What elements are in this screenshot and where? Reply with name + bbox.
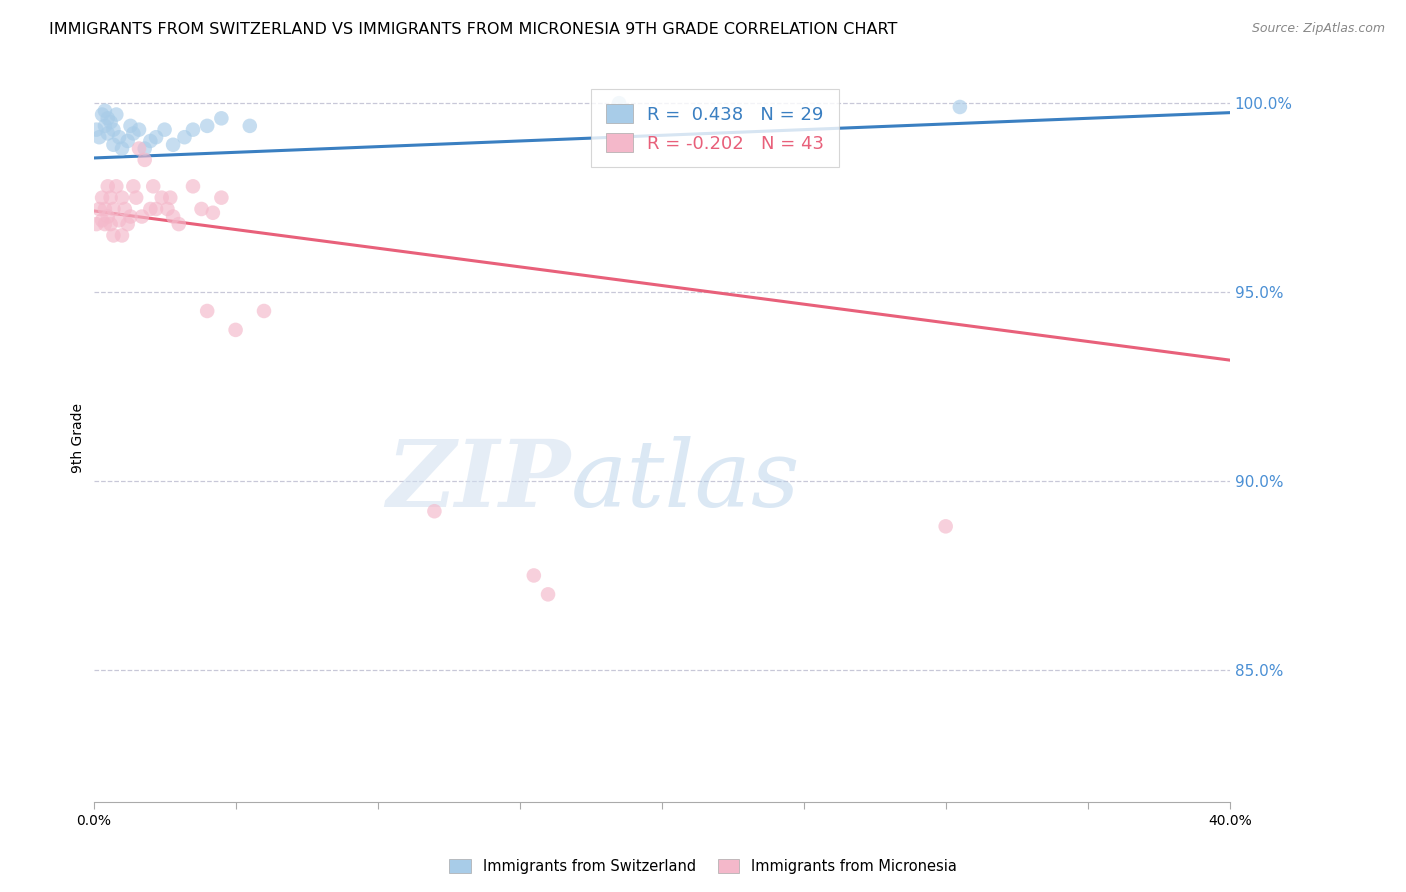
Point xyxy=(423,504,446,518)
Point xyxy=(89,202,111,216)
Point xyxy=(139,134,162,148)
Point xyxy=(120,210,142,224)
Point xyxy=(201,206,224,220)
Point xyxy=(195,119,218,133)
Point xyxy=(162,137,184,152)
Point xyxy=(111,191,134,205)
Point xyxy=(209,112,232,126)
Point xyxy=(100,217,122,231)
Point xyxy=(190,202,212,216)
Point xyxy=(523,568,546,582)
Point xyxy=(153,122,176,136)
Point xyxy=(97,112,120,126)
Point xyxy=(111,228,134,243)
Point xyxy=(86,217,108,231)
Legend: Immigrants from Switzerland, Immigrants from Micronesia: Immigrants from Switzerland, Immigrants … xyxy=(443,854,963,880)
Point xyxy=(181,122,204,136)
Point xyxy=(111,142,134,156)
Point xyxy=(94,103,117,118)
Point xyxy=(117,134,139,148)
Legend: R =  0.438   N = 29, R = -0.202   N = 43: R = 0.438 N = 29, R = -0.202 N = 43 xyxy=(591,89,838,167)
Point xyxy=(173,130,195,145)
Text: Source: ZipAtlas.com: Source: ZipAtlas.com xyxy=(1251,22,1385,36)
Point xyxy=(142,179,165,194)
Point xyxy=(89,130,111,145)
Point xyxy=(162,210,184,224)
Point xyxy=(97,179,120,194)
Text: IMMIGRANTS FROM SWITZERLAND VS IMMIGRANTS FROM MICRONESIA 9TH GRADE CORRELATION : IMMIGRANTS FROM SWITZERLAND VS IMMIGRANT… xyxy=(49,22,897,37)
Point xyxy=(122,127,145,141)
Point xyxy=(195,304,218,318)
Point xyxy=(103,202,125,216)
Point xyxy=(167,217,190,231)
Point xyxy=(100,191,122,205)
Point xyxy=(128,142,150,156)
Point xyxy=(139,202,162,216)
Point xyxy=(103,122,125,136)
Point xyxy=(108,213,131,227)
Point xyxy=(150,191,173,205)
Point xyxy=(103,137,125,152)
Point xyxy=(145,130,167,145)
Point xyxy=(94,202,117,216)
Y-axis label: 9th Grade: 9th Grade xyxy=(72,402,86,473)
Point xyxy=(131,210,153,224)
Point xyxy=(86,122,108,136)
Point xyxy=(134,153,156,167)
Text: atlas: atlas xyxy=(571,436,800,526)
Point xyxy=(145,202,167,216)
Point xyxy=(117,217,139,231)
Point xyxy=(114,202,136,216)
Point xyxy=(181,179,204,194)
Point xyxy=(105,179,128,194)
Point xyxy=(105,107,128,121)
Point xyxy=(225,323,247,337)
Point xyxy=(128,122,150,136)
Point xyxy=(91,191,114,205)
Point xyxy=(108,130,131,145)
Point xyxy=(91,107,114,121)
Point xyxy=(122,179,145,194)
Point xyxy=(949,100,972,114)
Point xyxy=(120,119,142,133)
Point xyxy=(239,119,262,133)
Point xyxy=(97,210,120,224)
Point xyxy=(94,119,117,133)
Point xyxy=(103,228,125,243)
Point xyxy=(209,191,232,205)
Point xyxy=(91,213,114,227)
Point xyxy=(97,127,120,141)
Point xyxy=(253,304,276,318)
Point xyxy=(94,217,117,231)
Point xyxy=(100,115,122,129)
Text: ZIP: ZIP xyxy=(387,436,571,526)
Point xyxy=(537,587,560,601)
Point xyxy=(935,519,957,533)
Point xyxy=(156,202,179,216)
Point xyxy=(125,191,148,205)
Point xyxy=(134,142,156,156)
Point xyxy=(159,191,181,205)
Point xyxy=(607,96,630,111)
